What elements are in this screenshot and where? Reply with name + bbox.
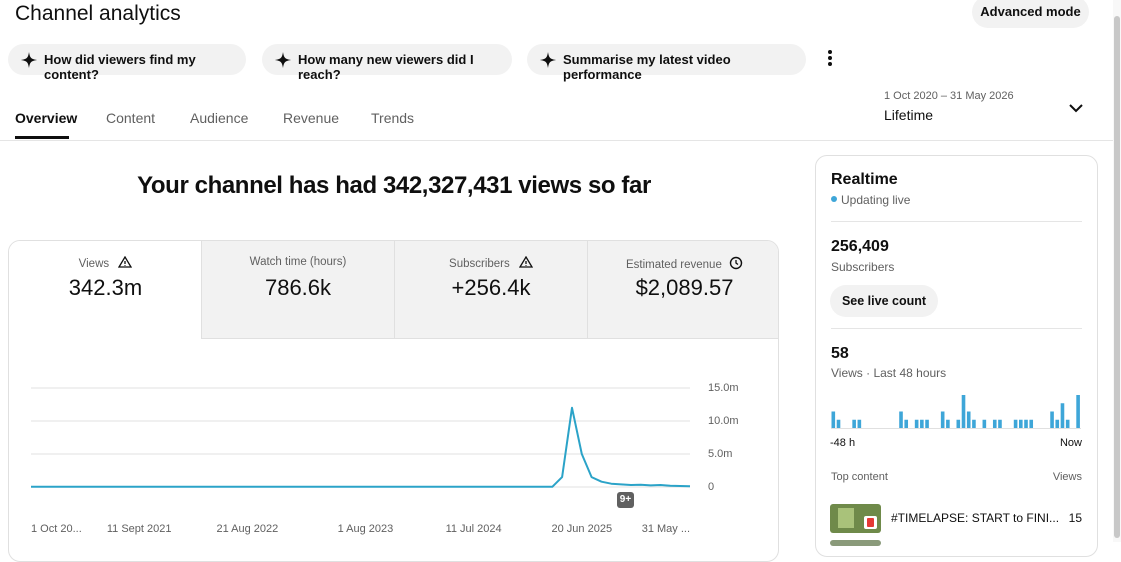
subscriber-label: Subscribers — [831, 260, 895, 274]
date-period[interactable]: Lifetime — [884, 107, 934, 123]
chip-label: Summarise my latest video performance — [563, 52, 731, 82]
views-label: Views · Last 48 hours — [831, 366, 947, 380]
sparkle-icon — [275, 52, 291, 68]
video-title[interactable]: #TIMELAPSE: START to FINI... — [891, 511, 1060, 525]
metric-label-text: Views — [78, 258, 110, 270]
tab-indicator — [15, 136, 69, 139]
subscriber-count: 256,409 — [831, 238, 889, 255]
live-dot — [831, 196, 837, 202]
metric-value: 342.3m — [68, 275, 143, 300]
video-thumbnail[interactable] — [830, 504, 881, 533]
realtime-card — [815, 155, 1098, 557]
divider — [831, 328, 1082, 329]
divider — [831, 221, 1082, 222]
annotation-badge[interactable]: 9+ — [617, 492, 634, 508]
metric-label-text: Subscribers — [449, 258, 510, 270]
dropdown-chevron[interactable] — [1068, 101, 1084, 115]
metric-tab[interactable]: Estimated revenue $2,089.57 — [587, 241, 778, 339]
metric-label: Estimated revenue — [588, 256, 778, 271]
suggestion-chip[interactable]: Summarise my latest video performance — [527, 44, 806, 82]
tab[interactable]: Audience — [190, 110, 249, 126]
tab[interactable]: Revenue — [283, 110, 340, 126]
suggestion-chip[interactable]: How did viewers find my content? — [8, 44, 246, 82]
tab[interactable]: Content — [106, 110, 156, 126]
chip-label: How did viewers find my content? — [44, 52, 196, 82]
metric-label-text: Estimated revenue — [625, 259, 722, 271]
scrollbar-thumb[interactable] — [1114, 16, 1120, 538]
metric-value: +256.4k — [451, 275, 531, 300]
top-content-header: Top content — [831, 471, 888, 483]
sparkle-icon — [540, 52, 556, 68]
realtime-status: Updating live — [841, 193, 911, 207]
chip-label: How many new viewers did I reach? — [298, 52, 474, 82]
tab[interactable]: Trends — [371, 110, 415, 126]
divider — [0, 140, 1113, 141]
date-range[interactable]: 1 Oct 2020 – 31 May 2026 — [884, 90, 1014, 102]
video-thumbnail[interactable] — [830, 540, 881, 546]
warning-icon — [518, 255, 534, 268]
page-title: Channel analytics — [15, 2, 181, 25]
metric-value: $2,089.57 — [635, 275, 734, 300]
video-views: 15 — [1068, 511, 1082, 525]
metric-value: 786.6k — [264, 275, 332, 300]
metric-tab[interactable]: Subscribers +256.4k — [394, 241, 587, 339]
warning-icon — [118, 255, 133, 268]
metric-label: Watch time (hours) — [249, 256, 347, 268]
clock-icon — [729, 256, 743, 270]
top-content-metric: Views — [1052, 471, 1082, 483]
views-count: 58 — [831, 345, 849, 362]
tab[interactable]: Overview — [15, 110, 78, 126]
metric-label: Views — [9, 255, 202, 270]
metric-label: Subscribers — [395, 255, 587, 270]
live-count-button[interactable]: See live count — [830, 285, 938, 317]
scrollbar[interactable] — [1113, 0, 1121, 542]
metric-tab[interactable]: Watch time (hours) 786.6k — [201, 241, 394, 339]
realtime-title: Realtime — [831, 171, 898, 188]
headline: Your channel has had 342,327,431 views s… — [137, 172, 651, 199]
advanced-mode-button[interactable]: Advanced mode — [972, 0, 1089, 28]
metric-tab[interactable]: Views 342.3m — [9, 241, 202, 338]
suggestion-chip[interactable]: How many new viewers did I reach? — [262, 44, 512, 82]
more-menu[interactable] — [824, 48, 836, 68]
metrics-card: Views 342.3m Watch time (hours) 786.6k S… — [8, 240, 779, 562]
sparkle-icon — [21, 52, 37, 68]
